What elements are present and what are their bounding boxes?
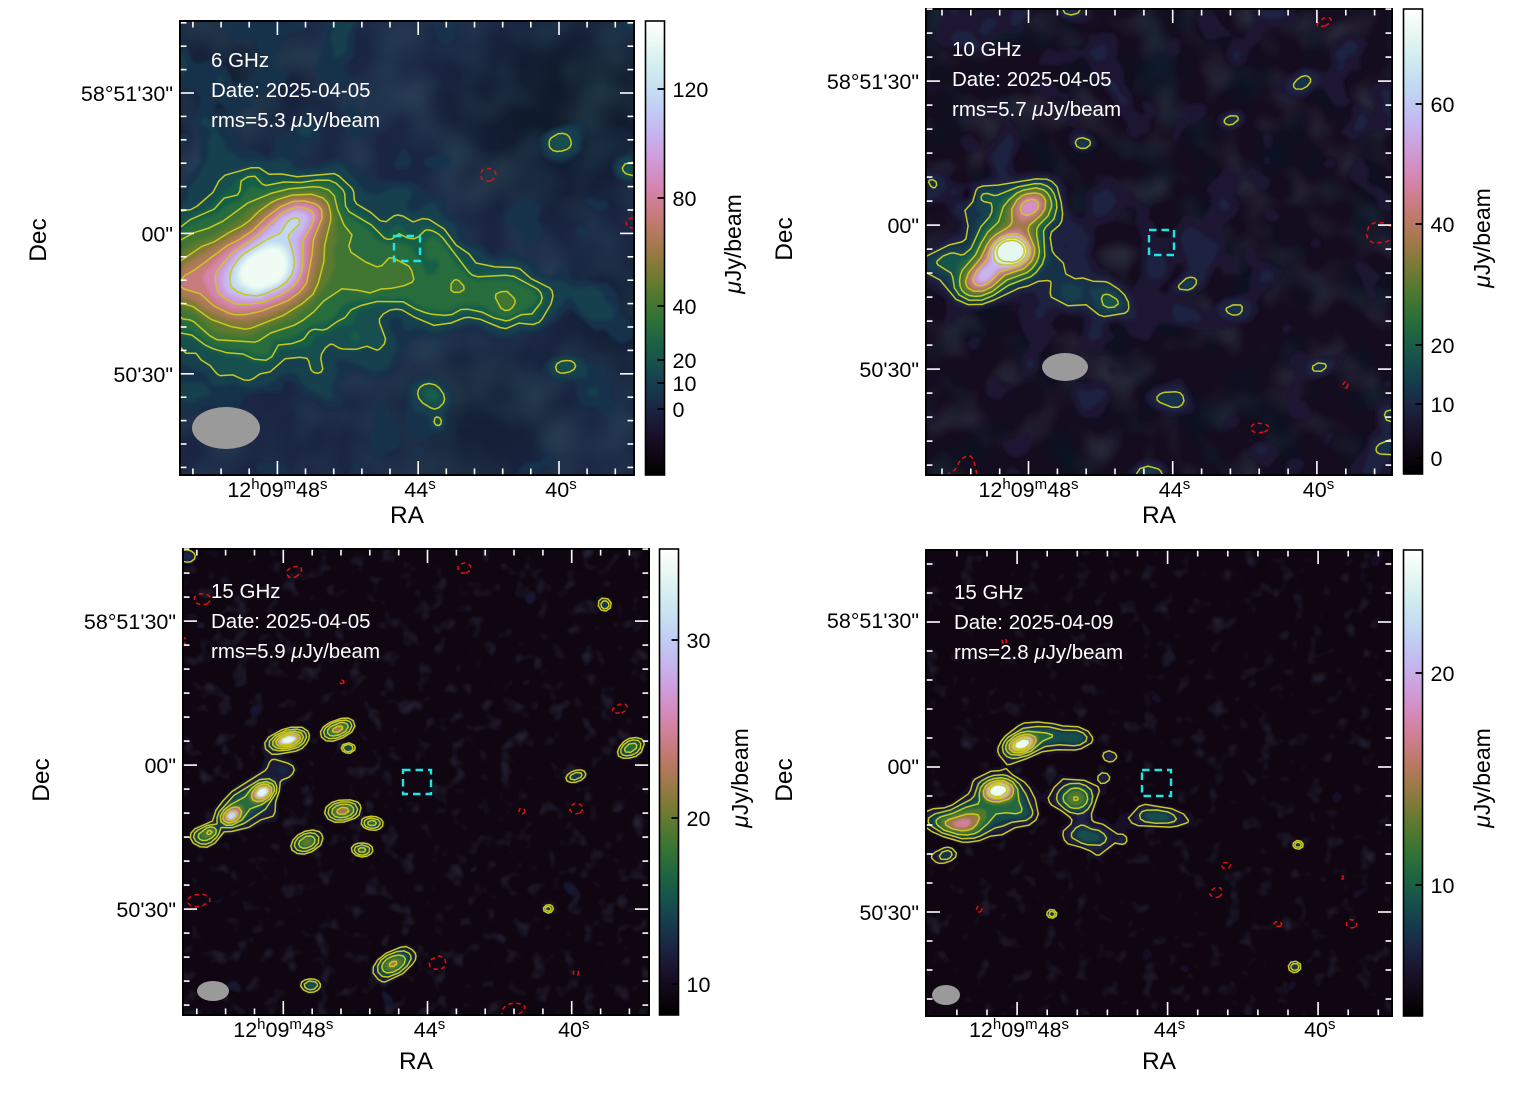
svg-text:58°51'30": 58°51'30" bbox=[827, 70, 919, 94]
svg-text:μJy/beam: μJy/beam bbox=[720, 194, 746, 295]
svg-text:μJy/beam: μJy/beam bbox=[1469, 728, 1495, 829]
svg-text:00": 00" bbox=[887, 214, 919, 238]
svg-text:40: 40 bbox=[673, 295, 697, 319]
svg-text:μJy/beam: μJy/beam bbox=[1469, 188, 1495, 289]
svg-text:Dec: Dec bbox=[771, 758, 798, 802]
svg-text:Dec: Dec bbox=[771, 217, 798, 261]
svg-text:60: 60 bbox=[1431, 93, 1455, 117]
svg-text:μJy/beam: μJy/beam bbox=[727, 728, 753, 829]
svg-text:RA: RA bbox=[390, 502, 425, 529]
svg-text:rms=5.7 μJy/beam: rms=5.7 μJy/beam bbox=[952, 98, 1121, 121]
svg-text:58°51'30": 58°51'30" bbox=[827, 609, 919, 633]
svg-text:10: 10 bbox=[1431, 874, 1455, 898]
svg-text:0: 0 bbox=[673, 398, 685, 422]
svg-text:00": 00" bbox=[887, 755, 919, 779]
svg-text:15 GHz: 15 GHz bbox=[211, 580, 281, 603]
svg-text:Date: 2025-04-05: Date: 2025-04-05 bbox=[211, 610, 371, 633]
svg-text:10: 10 bbox=[687, 973, 711, 997]
svg-text:120: 120 bbox=[673, 78, 709, 102]
svg-text:RA: RA bbox=[1142, 502, 1177, 529]
svg-text:58°51'30": 58°51'30" bbox=[81, 82, 173, 106]
svg-text:44s​: 44s​ bbox=[1159, 476, 1190, 502]
svg-text:12h​09m​48s​: 12h​09m​48s​ bbox=[969, 1016, 1069, 1042]
svg-text:00": 00" bbox=[144, 754, 176, 778]
svg-text:Dec: Dec bbox=[28, 758, 55, 802]
svg-text:RA: RA bbox=[1142, 1048, 1177, 1075]
svg-text:00": 00" bbox=[141, 223, 173, 247]
svg-text:20: 20 bbox=[687, 807, 711, 831]
svg-text:20: 20 bbox=[1431, 334, 1455, 358]
svg-text:50'30": 50'30" bbox=[859, 901, 919, 925]
svg-text:Date: 2025-04-05: Date: 2025-04-05 bbox=[952, 68, 1112, 91]
svg-text:0: 0 bbox=[1431, 447, 1443, 471]
svg-text:Date: 2025-04-09: Date: 2025-04-09 bbox=[954, 611, 1114, 634]
svg-text:20: 20 bbox=[673, 349, 697, 373]
svg-text:50'30": 50'30" bbox=[116, 898, 176, 922]
svg-text:50'30": 50'30" bbox=[859, 358, 919, 382]
svg-text:12h​09m​48s​: 12h​09m​48s​ bbox=[978, 476, 1078, 502]
svg-text:15 GHz: 15 GHz bbox=[954, 581, 1024, 604]
svg-text:rms=5.9 μJy/beam: rms=5.9 μJy/beam bbox=[211, 640, 380, 663]
svg-text:12h​09m​48s​: 12h​09m​48s​ bbox=[233, 1016, 333, 1042]
svg-text:12h​09m​48s​: 12h​09m​48s​ bbox=[227, 476, 327, 502]
svg-text:Dec: Dec bbox=[25, 218, 52, 262]
svg-text:50'30": 50'30" bbox=[113, 363, 173, 387]
svg-text:10: 10 bbox=[673, 372, 697, 396]
svg-text:10 GHz: 10 GHz bbox=[952, 38, 1022, 61]
svg-text:6 GHz: 6 GHz bbox=[211, 49, 269, 72]
svg-text:80: 80 bbox=[673, 187, 697, 211]
svg-text:10: 10 bbox=[1431, 393, 1455, 417]
svg-text:RA: RA bbox=[399, 1048, 434, 1075]
svg-text:40: 40 bbox=[1431, 213, 1455, 237]
svg-text:30: 30 bbox=[687, 629, 711, 653]
svg-text:Date: 2025-04-05: Date: 2025-04-05 bbox=[211, 79, 371, 102]
svg-text:rms=2.8 μJy/beam: rms=2.8 μJy/beam bbox=[954, 641, 1123, 664]
svg-text:rms=5.3 μJy/beam: rms=5.3 μJy/beam bbox=[211, 109, 380, 132]
svg-text:20: 20 bbox=[1431, 662, 1455, 686]
svg-text:58°51'30": 58°51'30" bbox=[84, 610, 176, 634]
